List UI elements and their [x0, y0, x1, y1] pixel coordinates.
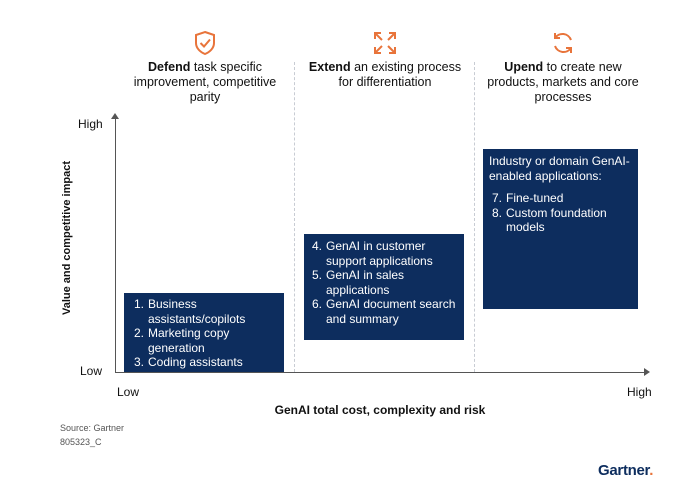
x-axis-high-label: High — [627, 385, 652, 399]
list-item: 4. GenAI in customer support applications — [312, 239, 433, 268]
list-item: 8. Custom foundation models — [492, 205, 607, 235]
x-axis-low-label: Low — [117, 385, 140, 399]
defend-use-case-box: 1. Business assistants/copilots 2. Marketi… — [124, 293, 284, 372]
x-axis — [115, 372, 645, 373]
figure-code: 805323_C — [60, 437, 102, 447]
column-heading-upend: Upend to create new products, markets an… — [487, 60, 639, 104]
list-item: 2. Marketing copy generation — [134, 326, 230, 355]
column-divider — [294, 62, 295, 372]
extend-use-case-box: 4. GenAI in customer support applications… — [304, 234, 464, 340]
column-heading-extend: Extend an existing process for different… — [308, 60, 462, 89]
shield-check-icon — [195, 30, 215, 56]
upend-use-case-box: Industry or domain GenAI-enabled applica… — [483, 149, 638, 309]
column-divider — [474, 62, 475, 372]
list-item: 1. Business assistants/copilots — [134, 297, 246, 326]
x-axis-arrow — [644, 368, 650, 376]
column-heading-defend: Defend task specific improvement, compet… — [133, 60, 277, 104]
expand-arrows-icon — [374, 32, 396, 54]
list-item: 3. Coding assistants — [134, 355, 243, 369]
y-axis-title: Value and competitive impact — [61, 160, 73, 316]
refresh-cycle-icon — [554, 33, 572, 53]
list-item: 7. Fine-tuned — [492, 191, 564, 205]
list-item: 5. GenAI in sales applications — [312, 268, 405, 297]
source-note: Source: Gartner — [60, 423, 125, 433]
gartner-logo: Gartner. — [598, 462, 654, 479]
y-axis-arrow — [111, 113, 119, 119]
list-item: 6. GenAI document search and summary — [312, 297, 456, 326]
y-axis — [115, 118, 116, 373]
y-axis-high-label: High — [78, 117, 103, 131]
x-axis-title: GenAI total cost, complexity and risk — [274, 403, 486, 417]
y-axis-low-label: Low — [80, 364, 103, 378]
box-heading: Industry or domain GenAI-enabled applica… — [489, 154, 630, 183]
